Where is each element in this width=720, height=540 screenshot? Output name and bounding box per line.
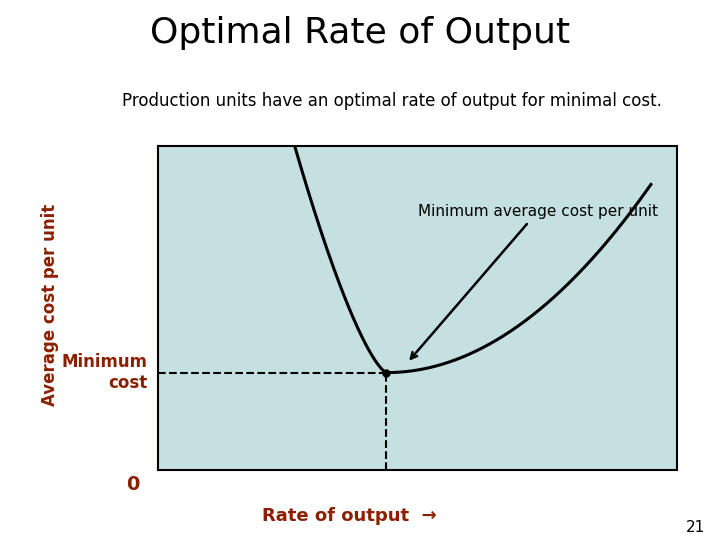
Text: Production units have an optimal rate of output for minimal cost.: Production units have an optimal rate of… [122,92,662,110]
Text: Minimum average cost per unit: Minimum average cost per unit [411,204,657,359]
Text: 0: 0 [127,475,140,494]
Text: Average cost per unit: Average cost per unit [42,204,60,406]
Text: 21: 21 [686,519,706,535]
Text: Rate of output  →: Rate of output → [262,507,436,525]
Text: Minimum
cost: Minimum cost [62,353,148,392]
Text: Optimal Rate of Output: Optimal Rate of Output [150,16,570,50]
